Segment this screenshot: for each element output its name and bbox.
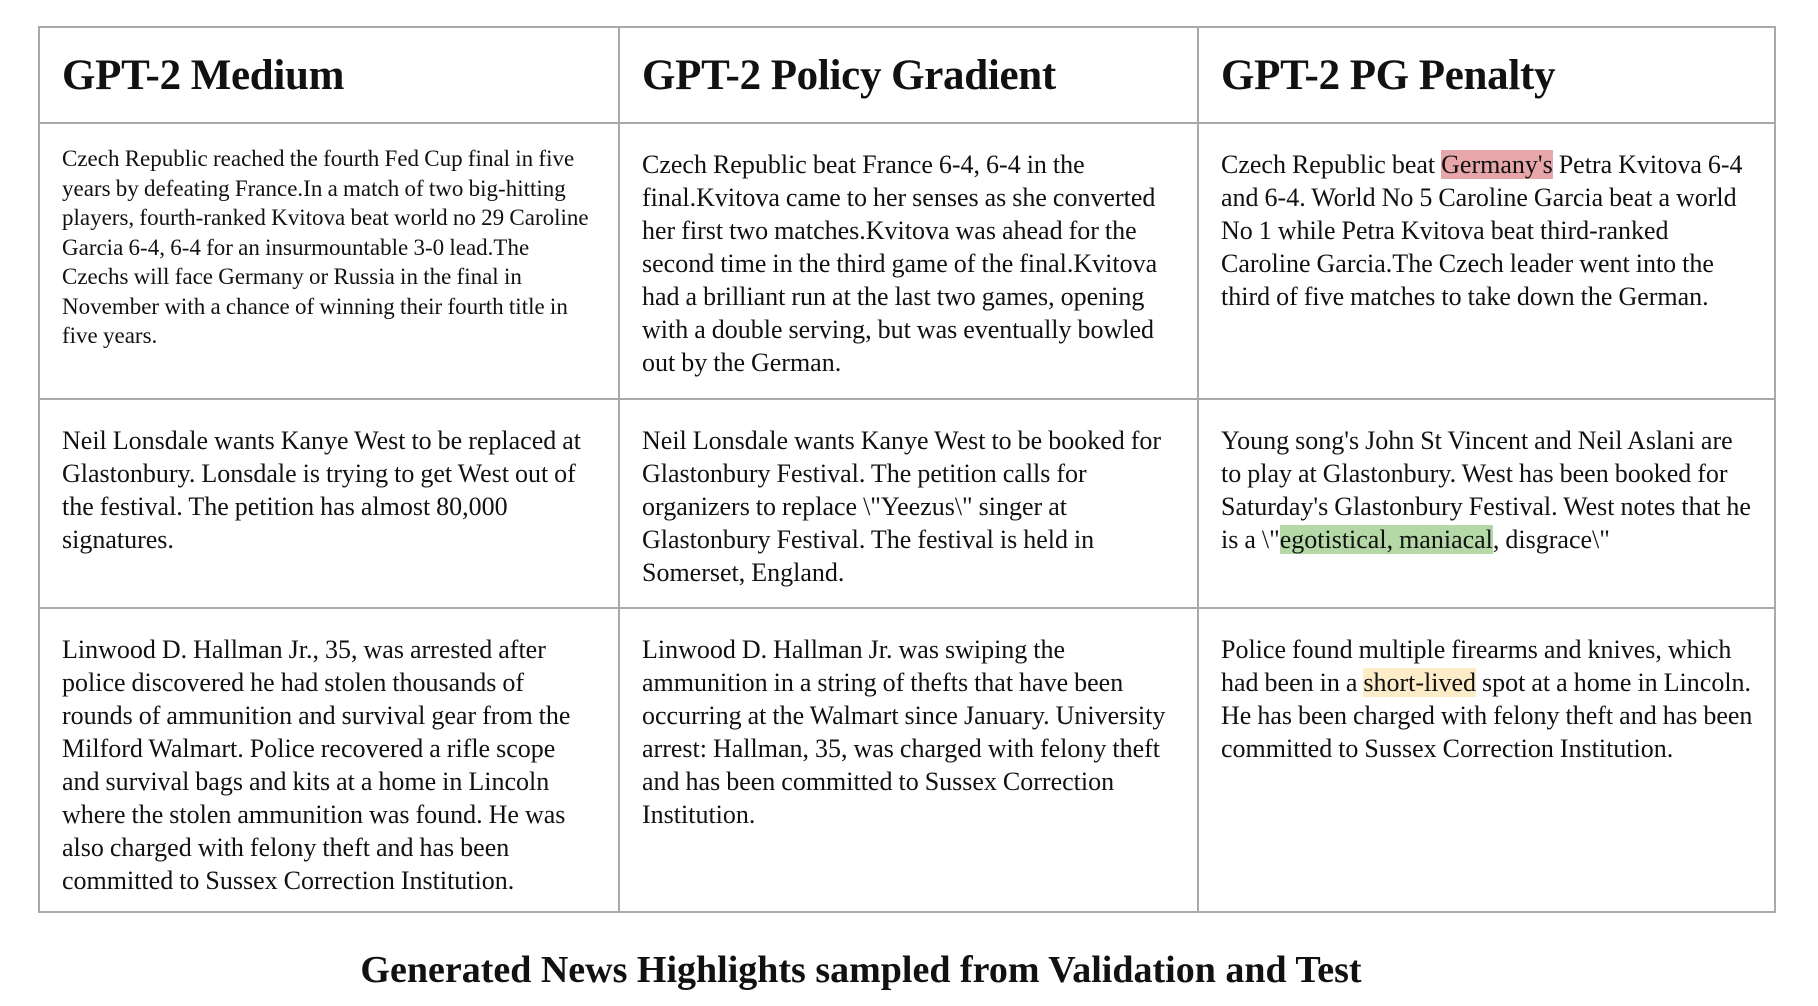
row3-pg-penalty-after: spot at a home in Lincoln. He has been c…	[1221, 668, 1753, 763]
row1-pg-penalty-after: Petra Kvitova 6-4 and 6-4. World No 5 Ca…	[1221, 150, 1743, 311]
row3-gpt2-medium-text: Linwood D. Hallman Jr., 35, was arrested…	[40, 609, 620, 911]
row1-pg-penalty-text: Czech Republic beat Germany's Petra Kvit…	[1199, 124, 1774, 400]
row3-policy-gradient-text: Linwood D. Hallman Jr. was swiping the a…	[620, 609, 1199, 911]
row3-highlight-yellow: short-lived	[1363, 668, 1477, 697]
row1-policy-gradient-text: Czech Republic beat France 6-4, 6-4 in t…	[620, 124, 1199, 400]
table-caption: Generated News Highlights sampled from V…	[360, 949, 1362, 991]
row2-pg-penalty-after: , disgrace\"	[1492, 525, 1610, 554]
row1-gpt2-medium-text: Czech Republic reached the fourth Fed Cu…	[40, 124, 620, 400]
row2-pg-penalty-text: Young song's John St Vincent and Neil As…	[1199, 400, 1774, 609]
comparison-table: GPT-2 Medium GPT-2 Policy Gradient GPT-2…	[38, 26, 1776, 913]
header-gpt2-pg-penalty: GPT-2 PG Penalty	[1199, 28, 1774, 124]
header-gpt2-policy-gradient: GPT-2 Policy Gradient	[620, 28, 1199, 124]
row2-highlight-green: egotistical, maniacal	[1279, 525, 1493, 554]
row2-gpt2-medium-text: Neil Lonsdale wants Kanye West to be rep…	[40, 400, 620, 609]
row1-highlight-red: Germany's	[1441, 150, 1553, 179]
row3-pg-penalty-before: Police found multiple firearms and knive…	[1221, 635, 1732, 697]
header-gpt2-medium: GPT-2 Medium	[40, 28, 620, 124]
row2-pg-penalty-before: Young song's John St Vincent and Neil As…	[1221, 426, 1751, 554]
row1-pg-penalty-before: Czech Republic beat	[1221, 150, 1442, 179]
row2-policy-gradient-text: Neil Lonsdale wants Kanye West to be boo…	[620, 400, 1199, 609]
row3-pg-penalty-text: Police found multiple firearms and knive…	[1199, 609, 1774, 911]
